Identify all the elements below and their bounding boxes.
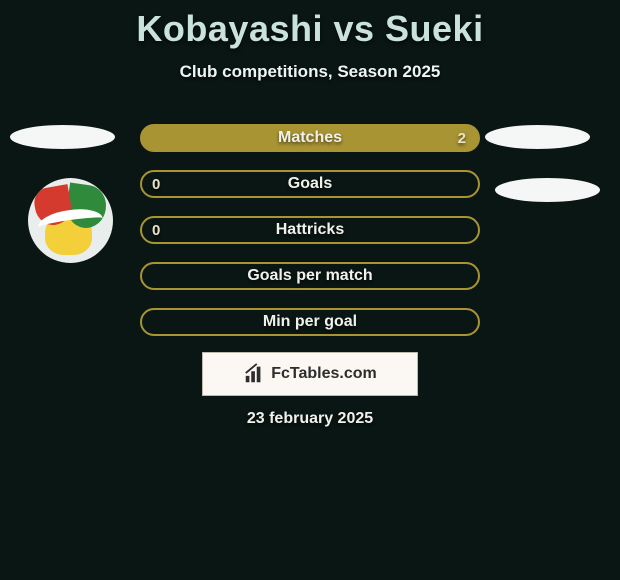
stat-value-left: 0 [152,176,160,193]
stat-row: Matches2 [140,124,480,152]
player-marker-right-1 [485,125,590,149]
stat-label: Matches [142,129,478,147]
team-logo [28,178,113,263]
stat-row: 0Hattricks [140,216,480,244]
stat-value-left: 0 [152,222,160,239]
brand-label: FcTables.com [271,365,377,383]
footer-date: 23 february 2025 [0,410,620,428]
page-title: Kobayashi vs Sueki [0,0,620,50]
page-subtitle: Club competitions, Season 2025 [0,62,620,82]
stat-rows: Matches20Goals0HattricksGoals per matchM… [140,124,480,354]
stat-label: Min per goal [142,313,478,331]
stat-label: Hattricks [142,221,478,239]
stat-value-right: 2 [458,130,466,147]
player-marker-left [10,125,115,149]
stat-row: Goals per match [140,262,480,290]
stat-row: Min per goal [140,308,480,336]
stat-row: 0Goals [140,170,480,198]
stat-label: Goals per match [142,267,478,285]
bar-chart-icon [243,363,265,385]
stat-label: Goals [142,175,478,193]
brand-card: FcTables.com [202,352,418,396]
player-marker-right-2 [495,178,600,202]
team-crest-icon [28,178,113,263]
